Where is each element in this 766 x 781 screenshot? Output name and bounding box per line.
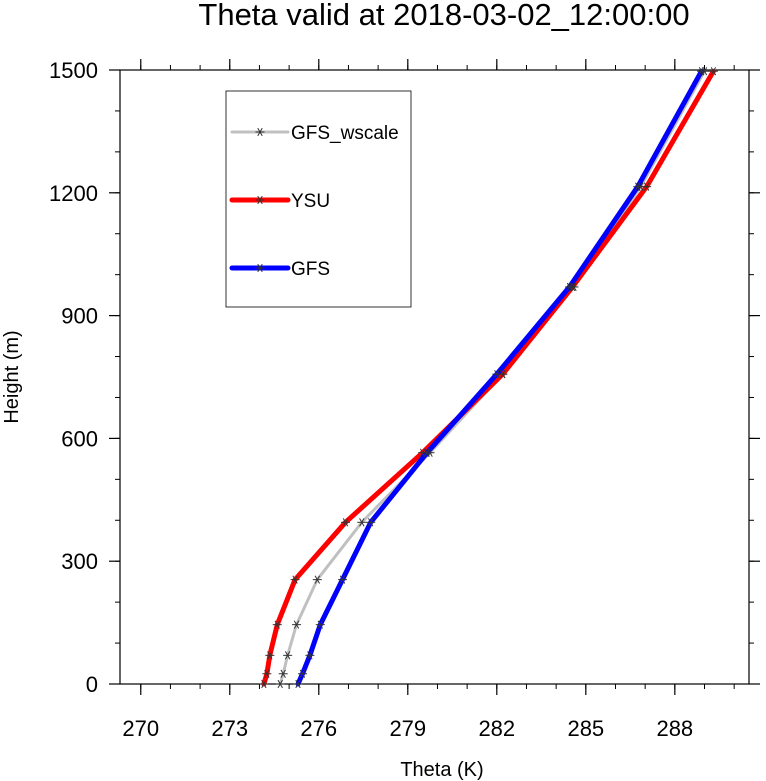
data-point: [312, 575, 322, 584]
data-point: [366, 518, 376, 527]
data-point: [293, 679, 303, 689]
data-point: [315, 620, 325, 629]
legend-label: GFS: [291, 259, 330, 280]
legend-label: YSU: [291, 191, 330, 212]
x-tick-label: 270: [122, 716, 159, 741]
x-tick-label: 288: [656, 716, 693, 741]
data-point: [357, 518, 367, 527]
data-point: [275, 679, 285, 689]
y-tick-label: 1500: [49, 58, 98, 83]
legend: GFS_wscale YSU GFS: [225, 90, 412, 308]
chart-title: Theta valid at 2018-03-02_12:00:00: [198, 0, 689, 32]
x-tick-label: 282: [478, 716, 515, 741]
data-point: [697, 67, 707, 76]
data-point: [422, 448, 432, 457]
data-point: [633, 182, 643, 191]
y-tick-label: 600: [61, 426, 98, 451]
legend-marker: [255, 195, 265, 205]
data-point: [278, 669, 288, 678]
data-point: [259, 679, 269, 689]
y-tick-label: 0: [86, 672, 98, 697]
data-point: [492, 369, 502, 379]
data-point: [292, 620, 302, 629]
data-point: [340, 518, 350, 527]
x-axis-label: Theta (K): [400, 759, 483, 781]
data-point: [305, 651, 315, 660]
x-tick-label: 285: [567, 716, 604, 741]
data-point: [272, 620, 282, 629]
y-tick-label: 1200: [49, 181, 98, 206]
data-point: [262, 669, 272, 678]
data-point: [283, 651, 293, 660]
x-tick-label: 276: [300, 716, 337, 741]
x-tick-label: 279: [389, 716, 426, 741]
y-axis-label: Height (m): [1, 330, 23, 423]
data-point: [338, 575, 348, 584]
plot-frame: [119, 69, 750, 685]
data-point: [265, 651, 275, 660]
y-tick-label: 900: [61, 304, 98, 329]
data-point: [642, 182, 652, 191]
legend-marker: [255, 263, 265, 273]
plot-axes: 270 273 276 279 282 285 288 0 300 600 900 1200 1500: [49, 58, 760, 741]
data-point: [564, 282, 574, 292]
y-tick-label: 300: [61, 549, 98, 574]
plot-series: [259, 67, 718, 689]
data-point: [290, 575, 300, 584]
data-point: [297, 669, 307, 678]
legend-label: GFS_wscale: [291, 123, 399, 144]
legend-marker: [255, 127, 265, 137]
x-tick-label: 273: [211, 716, 248, 741]
data-point: [708, 67, 718, 76]
